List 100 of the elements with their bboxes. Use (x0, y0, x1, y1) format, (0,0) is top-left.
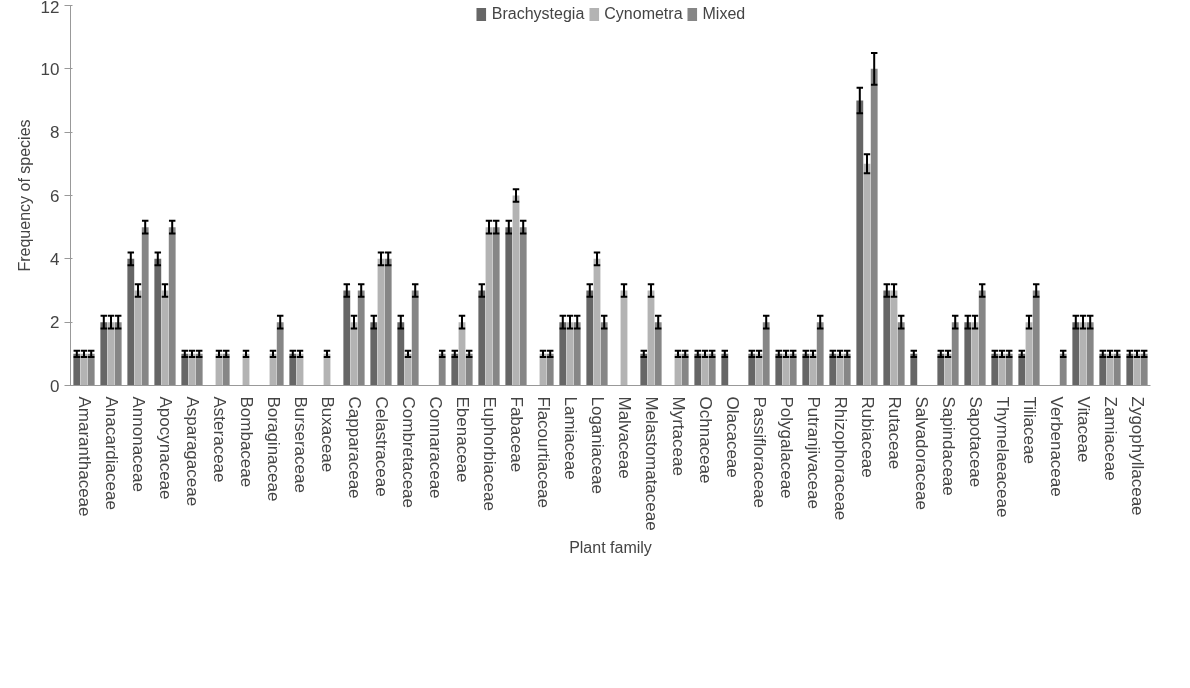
bar (343, 290, 351, 386)
x-tick-label: Putranjivaceae (803, 396, 823, 509)
x-tick-label: Apocynaceae (155, 396, 175, 500)
bar (951, 322, 959, 386)
bar (1005, 353, 1013, 386)
x-tick-label: Ebenaceae (452, 396, 472, 483)
bar (964, 322, 972, 386)
x-tick-label: Olacaceae (722, 396, 742, 478)
bar (492, 227, 500, 386)
bar (978, 290, 986, 386)
x-tick-label: Euphorbiaceae (479, 396, 499, 511)
x-tick-label: Flacourtiaceae (533, 396, 553, 509)
x-tick-label: Boraginaceae (263, 396, 283, 502)
x-tick-label: Rubiaceae (857, 396, 877, 478)
bar (586, 290, 594, 386)
x-tick-label: Polygalaceae (776, 396, 796, 499)
y-tick-label: 4 (50, 249, 60, 269)
x-tick-label: Burseraceae (290, 396, 310, 493)
x-tick-label: Ochnaceae (695, 396, 715, 484)
bar (181, 353, 189, 386)
bar (843, 353, 851, 386)
legend-label: Mixed (702, 5, 746, 23)
bar (154, 258, 162, 386)
bar (411, 290, 419, 386)
bar (991, 353, 999, 386)
x-tick-label: Asteraceae (209, 396, 229, 483)
x-tick-label: Buxaceae (317, 396, 337, 473)
bar (640, 353, 648, 386)
x-tick-label: Myrtaceae (668, 396, 688, 476)
x-tick-label: Rhizophoraceae (830, 396, 850, 521)
bar (289, 353, 297, 386)
x-tick-label: Rutaceae (884, 396, 904, 470)
bar (451, 353, 459, 386)
x-tick-label: Sapindaceae (938, 396, 958, 496)
x-tick-label: Loganiaceae (587, 396, 607, 494)
y-tick-label: 0 (50, 376, 60, 396)
bar (519, 227, 527, 386)
bar (438, 353, 446, 386)
bar (559, 322, 567, 386)
x-tick-label: Salvadoraceae (911, 396, 931, 510)
bar (141, 227, 149, 386)
bar (1126, 353, 1134, 386)
bar (708, 353, 716, 386)
x-tick-label: Amaranthaceae (74, 396, 94, 517)
x-tick-label: Zygophyllaceae (1127, 396, 1147, 516)
bar (802, 353, 810, 386)
y-tick-label: 8 (50, 123, 60, 143)
bar (654, 322, 662, 386)
legend-label: Brachystegia (491, 5, 585, 23)
x-tick-label: Asparagaceae (182, 396, 202, 507)
bar (775, 353, 783, 386)
bar (600, 322, 608, 386)
bar (829, 353, 837, 386)
x-tick-label: Vitaceae (1073, 396, 1093, 463)
bar (478, 290, 486, 386)
bar (1099, 353, 1107, 386)
bar (222, 353, 230, 386)
x-tick-label: Connaraceae (425, 396, 445, 499)
y-tick-label: 10 (40, 59, 60, 79)
y-tick-label: 6 (50, 186, 60, 206)
bar (73, 353, 81, 386)
x-tick-label: Malvaceae (614, 396, 634, 479)
bar (100, 322, 108, 386)
bar (195, 353, 203, 386)
bar (357, 290, 365, 386)
bar (168, 227, 176, 386)
bar (384, 258, 392, 386)
x-axis-title: Plant family (569, 538, 652, 556)
x-tick-label: Zamiaceae (1100, 396, 1120, 481)
bar (573, 322, 581, 386)
legend-label: Cynometra (604, 5, 683, 23)
bar (114, 322, 122, 386)
bar (789, 353, 797, 386)
x-tick-label: Combretaceae (398, 396, 418, 509)
x-tick-label: Fabaceae (506, 396, 526, 473)
bar (937, 353, 945, 386)
bar (721, 353, 729, 386)
bar (897, 322, 905, 386)
bar (1032, 290, 1040, 386)
bar (816, 322, 824, 386)
bar (681, 353, 689, 386)
x-tick-label: Bombaceae (236, 396, 256, 488)
x-tick-label: Tiliaceae (1019, 396, 1039, 464)
x-tick-label: Capparaceae (344, 396, 364, 499)
bar (748, 353, 756, 386)
bar (505, 227, 513, 386)
bar (87, 353, 95, 386)
bar (1072, 322, 1080, 386)
bar (1018, 353, 1026, 386)
x-tick-label: Verbenaceae (1046, 396, 1066, 497)
bar (397, 322, 405, 386)
bar (127, 258, 135, 386)
x-tick-label: Lamiaceae (560, 396, 580, 480)
bar (694, 353, 702, 386)
y-axis-title: Frequency of species (15, 119, 33, 272)
x-tick-label: Melastomataceae (641, 396, 661, 531)
bar (370, 322, 378, 386)
bar (1113, 353, 1121, 386)
bar (546, 353, 554, 386)
bar (762, 322, 770, 386)
